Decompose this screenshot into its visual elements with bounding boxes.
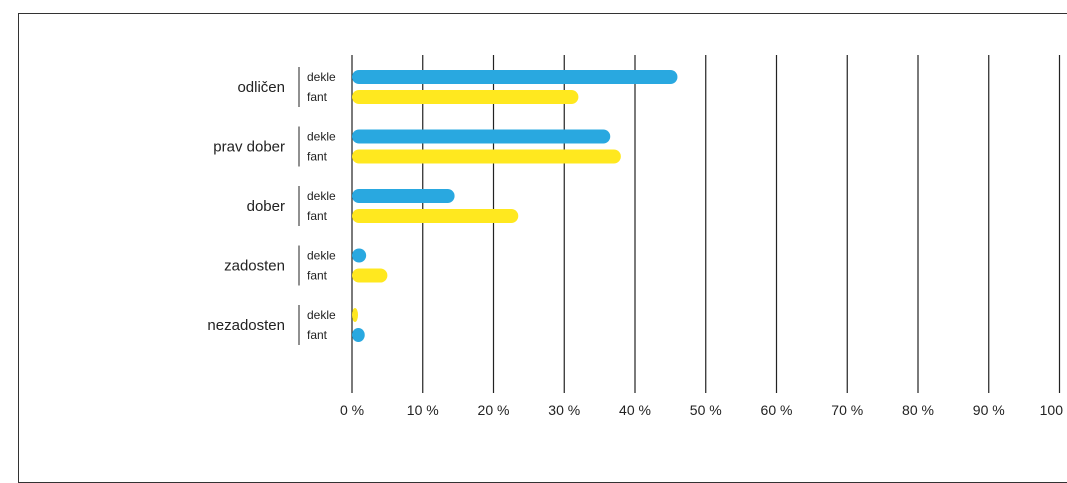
- series-label: fant: [307, 328, 328, 342]
- x-tick-label: 100 %: [1040, 402, 1067, 418]
- x-tick-label: 0 %: [340, 402, 364, 418]
- x-tick-label: 90 %: [973, 402, 1005, 418]
- bar: [352, 129, 611, 144]
- bar: [352, 328, 365, 342]
- series-label: dekle: [307, 308, 336, 322]
- x-tick-label: 60 %: [761, 402, 793, 418]
- bar: [352, 90, 579, 104]
- bar-chart: 0 % 10 % 20 % 30 % 40 % 50 % 60 % 70 % 80 % 90 % 1…: [207, 55, 1067, 418]
- category-label: zadosten: [224, 258, 285, 275]
- category-label: nezadosten: [207, 317, 285, 334]
- bar: [352, 308, 358, 322]
- category-label: dober: [247, 198, 285, 215]
- bar: [352, 268, 388, 283]
- series-label: fant: [307, 150, 328, 164]
- category-label: prav dober: [213, 139, 285, 156]
- series-label: dekle: [307, 130, 336, 144]
- x-tick-label: 40 %: [619, 402, 651, 418]
- series-label: dekle: [307, 249, 336, 263]
- series-label: dekle: [307, 70, 336, 84]
- x-tick-label: 80 %: [902, 402, 934, 418]
- bar: [352, 70, 678, 84]
- bar: [352, 149, 621, 164]
- x-tick-label: 20 %: [478, 402, 510, 418]
- x-tick-label: 50 %: [690, 402, 722, 418]
- x-tick-label: 30 %: [548, 402, 580, 418]
- series-label: dekle: [307, 189, 336, 203]
- series-label: fant: [307, 209, 328, 223]
- bar: [352, 189, 455, 203]
- bar: [352, 248, 367, 263]
- x-tick-label: 10 %: [407, 402, 439, 418]
- series-label: fant: [307, 269, 328, 283]
- x-tick-label: 70 %: [831, 402, 863, 418]
- category-label: odličen: [237, 79, 285, 96]
- bar: [352, 209, 519, 223]
- series-label: fant: [307, 90, 328, 104]
